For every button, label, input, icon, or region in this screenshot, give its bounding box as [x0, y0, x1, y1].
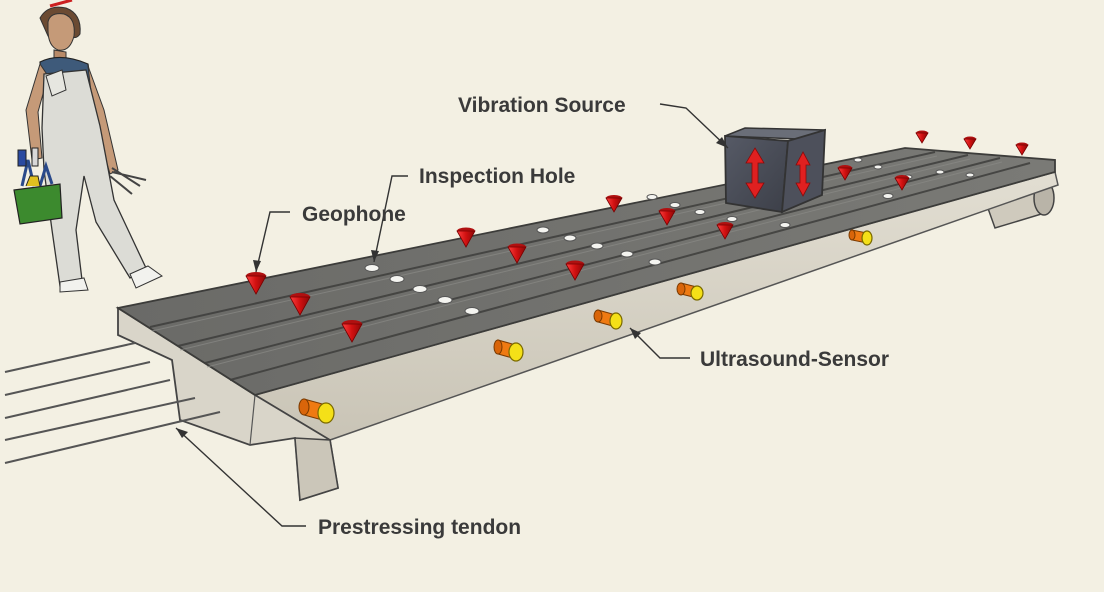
toolbag-icon — [13, 147, 63, 225]
vibration-source-box — [724, 127, 827, 214]
geophone-icon — [1015, 142, 1029, 156]
geophone-icon — [915, 130, 929, 144]
ultrasound-sensor-label: Ultrasound-Sensor — [700, 348, 889, 371]
geophone-icon — [837, 165, 853, 181]
geophone-icon — [245, 272, 267, 295]
geophone-icon — [605, 195, 623, 213]
geophone-icon — [894, 175, 910, 191]
leader-lines — [175, 103, 729, 527]
geophone-icon — [658, 208, 676, 226]
ultrasound-sensor-icon — [298, 398, 335, 424]
geophone-icon — [716, 222, 734, 240]
vibration-arrow-icon — [795, 151, 811, 197]
geophone-icon — [341, 320, 363, 343]
ultrasound-sensor-icon — [848, 229, 873, 246]
geophones — [245, 130, 1029, 343]
geophone-icon — [565, 260, 585, 281]
inspection-hole-label: Inspection Hole — [419, 165, 575, 188]
geophone-label: Geophone — [302, 203, 406, 226]
geophone-icon — [456, 227, 476, 248]
ultrasound-sensor-icon — [593, 309, 623, 330]
ultrasound-sensors — [298, 229, 873, 424]
vibration-arrow-icon — [745, 147, 765, 199]
geophone-icon — [507, 243, 527, 264]
prestressing-tendon-label: Prestressing tendon — [318, 516, 521, 539]
leader-arrowheads — [176, 137, 728, 438]
worker-figure — [13, 0, 163, 293]
geophone-icon — [963, 136, 977, 150]
prestressing-tendons — [4, 342, 221, 464]
geophone-icon — [289, 293, 311, 316]
vibration-source-label: Vibration Source — [458, 94, 626, 117]
ultrasound-sensor-icon — [493, 339, 524, 362]
ultrasound-sensor-icon — [676, 282, 704, 301]
